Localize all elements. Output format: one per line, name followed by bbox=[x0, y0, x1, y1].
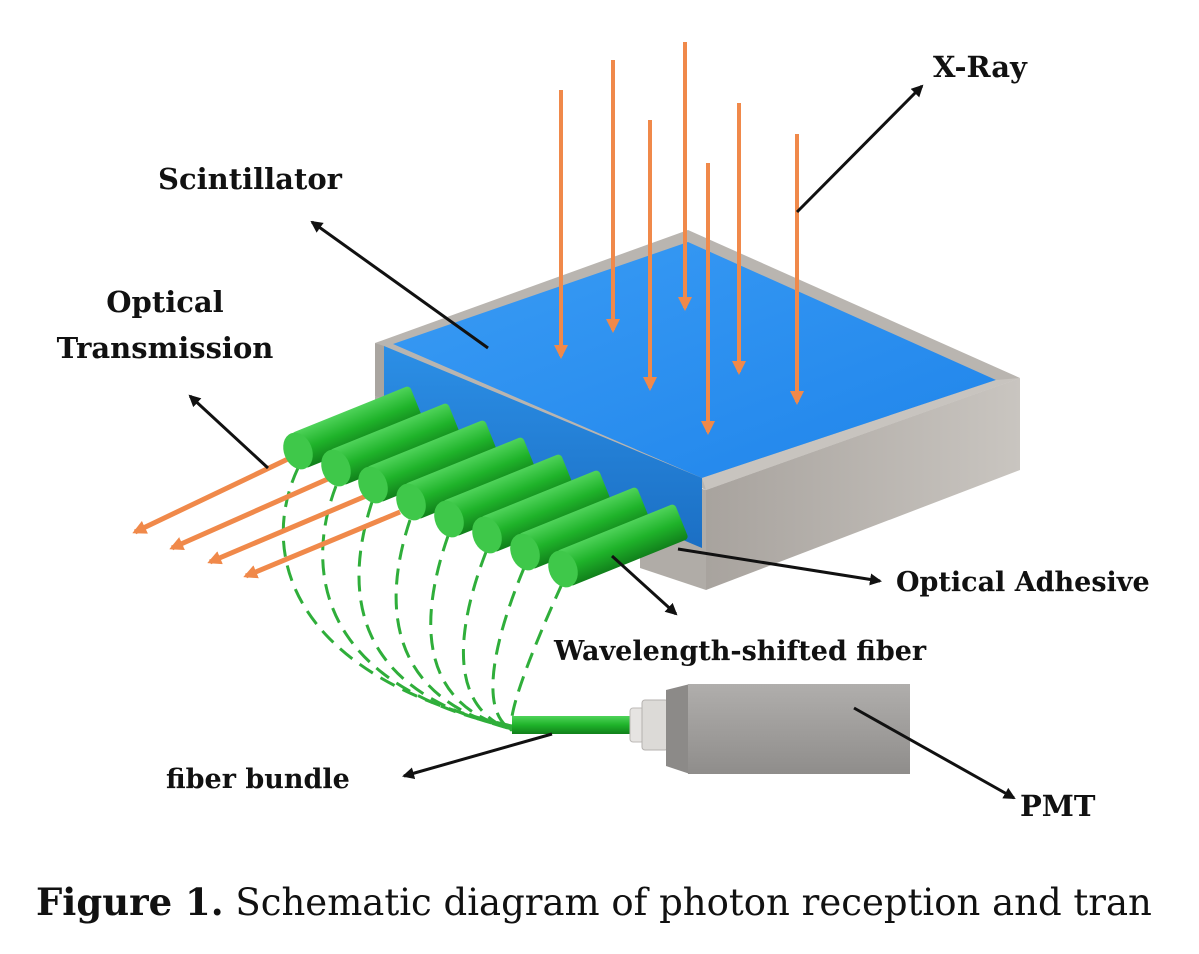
transmission-arrow-4 bbox=[243, 509, 401, 579]
dashed-fiber-paths bbox=[281, 467, 564, 732]
xray-arrows bbox=[554, 42, 804, 435]
label-optical-transmission-line1: Optical bbox=[106, 285, 223, 319]
fiber-8 bbox=[548, 504, 688, 588]
scintillator-top-face bbox=[393, 242, 996, 478]
label-xray: X-Ray bbox=[933, 50, 1028, 84]
leader-lines bbox=[188, 84, 1016, 800]
dashed-fiber-7 bbox=[491, 567, 526, 732]
fiber-6 bbox=[472, 470, 612, 554]
leader-scintillator bbox=[310, 220, 489, 350]
fiber-4 bbox=[396, 437, 536, 521]
pmt-body bbox=[688, 684, 910, 774]
figure-caption: Figure 1. Schematic diagram of photon re… bbox=[36, 872, 1199, 932]
dashed-fiber-8 bbox=[509, 583, 564, 732]
leader-xray bbox=[795, 84, 924, 214]
leader-fiber-bundle bbox=[402, 732, 553, 780]
pmt-front bbox=[666, 684, 690, 774]
fiber-5 bbox=[434, 454, 574, 538]
dashed-fiber-6 bbox=[461, 551, 513, 732]
fiber-1 bbox=[283, 386, 423, 470]
fiber-bundle bbox=[512, 716, 634, 734]
transmission-arrow-3 bbox=[207, 493, 367, 565]
caption-text: Schematic diagram of photon reception an… bbox=[223, 881, 1152, 924]
label-optical-transmission-line2: Transmission bbox=[57, 331, 274, 365]
dashed-fiber-4 bbox=[394, 519, 513, 731]
label-fiber-bundle: fiber bundle bbox=[166, 764, 350, 795]
dashed-fiber-1 bbox=[281, 467, 513, 728]
scintillator-frame-edge bbox=[702, 378, 1020, 490]
leader-pmt bbox=[853, 706, 1016, 800]
label-pmt: PMT bbox=[1020, 789, 1096, 823]
scintillator-side-right bbox=[706, 378, 1020, 590]
label-scintillator: Scintillator bbox=[158, 162, 343, 196]
scintillator-block bbox=[375, 230, 1020, 590]
leader-optical-transmission bbox=[188, 394, 270, 470]
dashed-fiber-5 bbox=[429, 535, 513, 731]
dashed-fiber-3 bbox=[357, 501, 513, 730]
label-wavelength-shifted-fiber: Wavelength-shifted fiber bbox=[553, 636, 927, 667]
fiber-3 bbox=[358, 420, 498, 504]
fiber-7 bbox=[510, 487, 650, 571]
leader-optical-adhesive bbox=[677, 547, 882, 586]
label-optical-adhesive: Optical Adhesive bbox=[896, 567, 1150, 598]
leader-wls-fiber bbox=[610, 554, 678, 616]
optical-transmission-arrows bbox=[132, 455, 401, 579]
fiber-bundle-assembly bbox=[512, 684, 910, 774]
scintillator-frame-left bbox=[375, 343, 384, 400]
figure-number: Figure 1. bbox=[36, 880, 224, 924]
wavelength-shifted-fibers bbox=[283, 386, 688, 588]
connector-ring-2 bbox=[641, 699, 669, 751]
fiber-2 bbox=[321, 403, 461, 487]
transmission-arrow-2 bbox=[169, 475, 332, 551]
dashed-fiber-2 bbox=[321, 485, 513, 729]
transmission-arrow-1 bbox=[132, 455, 292, 535]
